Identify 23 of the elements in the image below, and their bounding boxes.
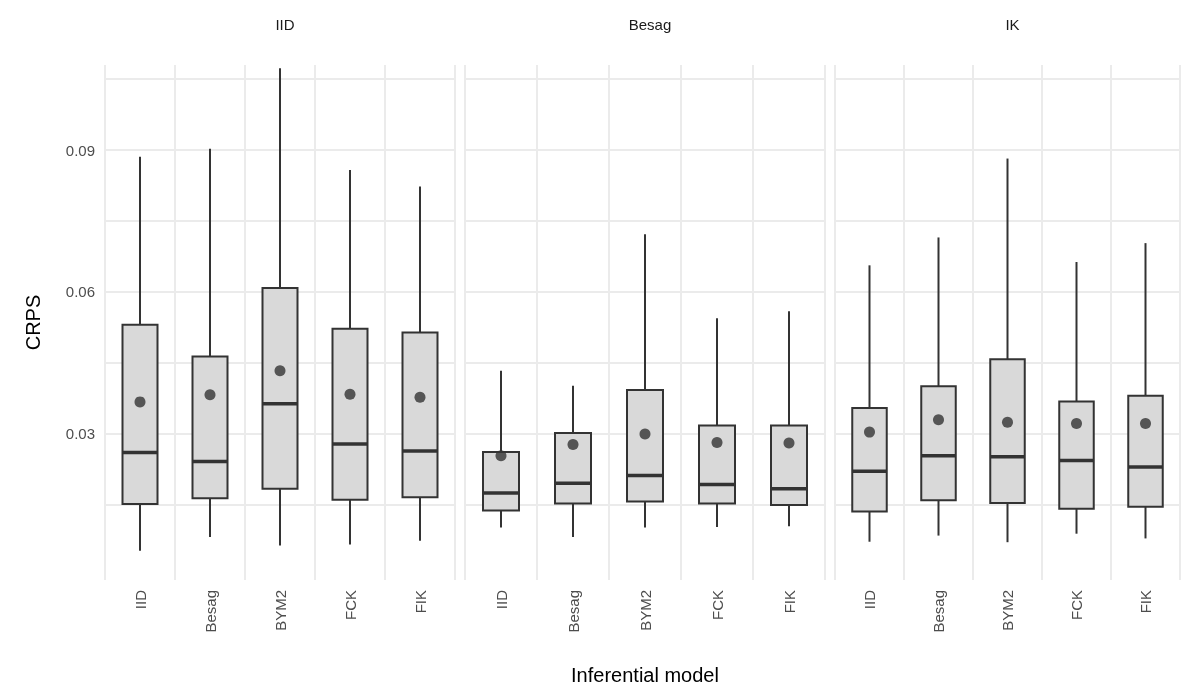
y-axis-title: CRPS xyxy=(22,294,44,351)
x-tick-label: IID xyxy=(861,589,878,610)
y-tick-label: 0.03 xyxy=(65,425,95,443)
x-tick-label: FCK xyxy=(1068,590,1085,620)
chart-title: IID xyxy=(275,16,295,33)
x-tick-label: IID xyxy=(131,589,149,610)
x-tick-label: BYM2 xyxy=(999,590,1016,631)
x-tick-label: FIK xyxy=(780,590,798,614)
y-tick-label: 0.06 xyxy=(65,283,95,301)
x-tick-label: BYM2 xyxy=(271,590,289,631)
x-tick-label: BYM2 xyxy=(636,590,654,631)
y-tick-label: 0.09 xyxy=(65,141,95,159)
chart-title: Besag xyxy=(628,16,672,33)
x-tick-label: Besag xyxy=(930,590,947,633)
x-tick-label: FIK xyxy=(1137,590,1154,614)
x-tick-label: FCK xyxy=(708,590,726,620)
x-tick-label: Besag xyxy=(201,590,219,633)
x-axis-title: Inferential model xyxy=(571,664,719,686)
x-tick-label: FCK xyxy=(341,590,359,620)
x-tick-label: IID xyxy=(492,589,510,610)
x-tick-label: Besag xyxy=(564,590,582,633)
chart-title: IK xyxy=(1005,16,1020,33)
x-tick-label: FIK xyxy=(411,590,429,614)
